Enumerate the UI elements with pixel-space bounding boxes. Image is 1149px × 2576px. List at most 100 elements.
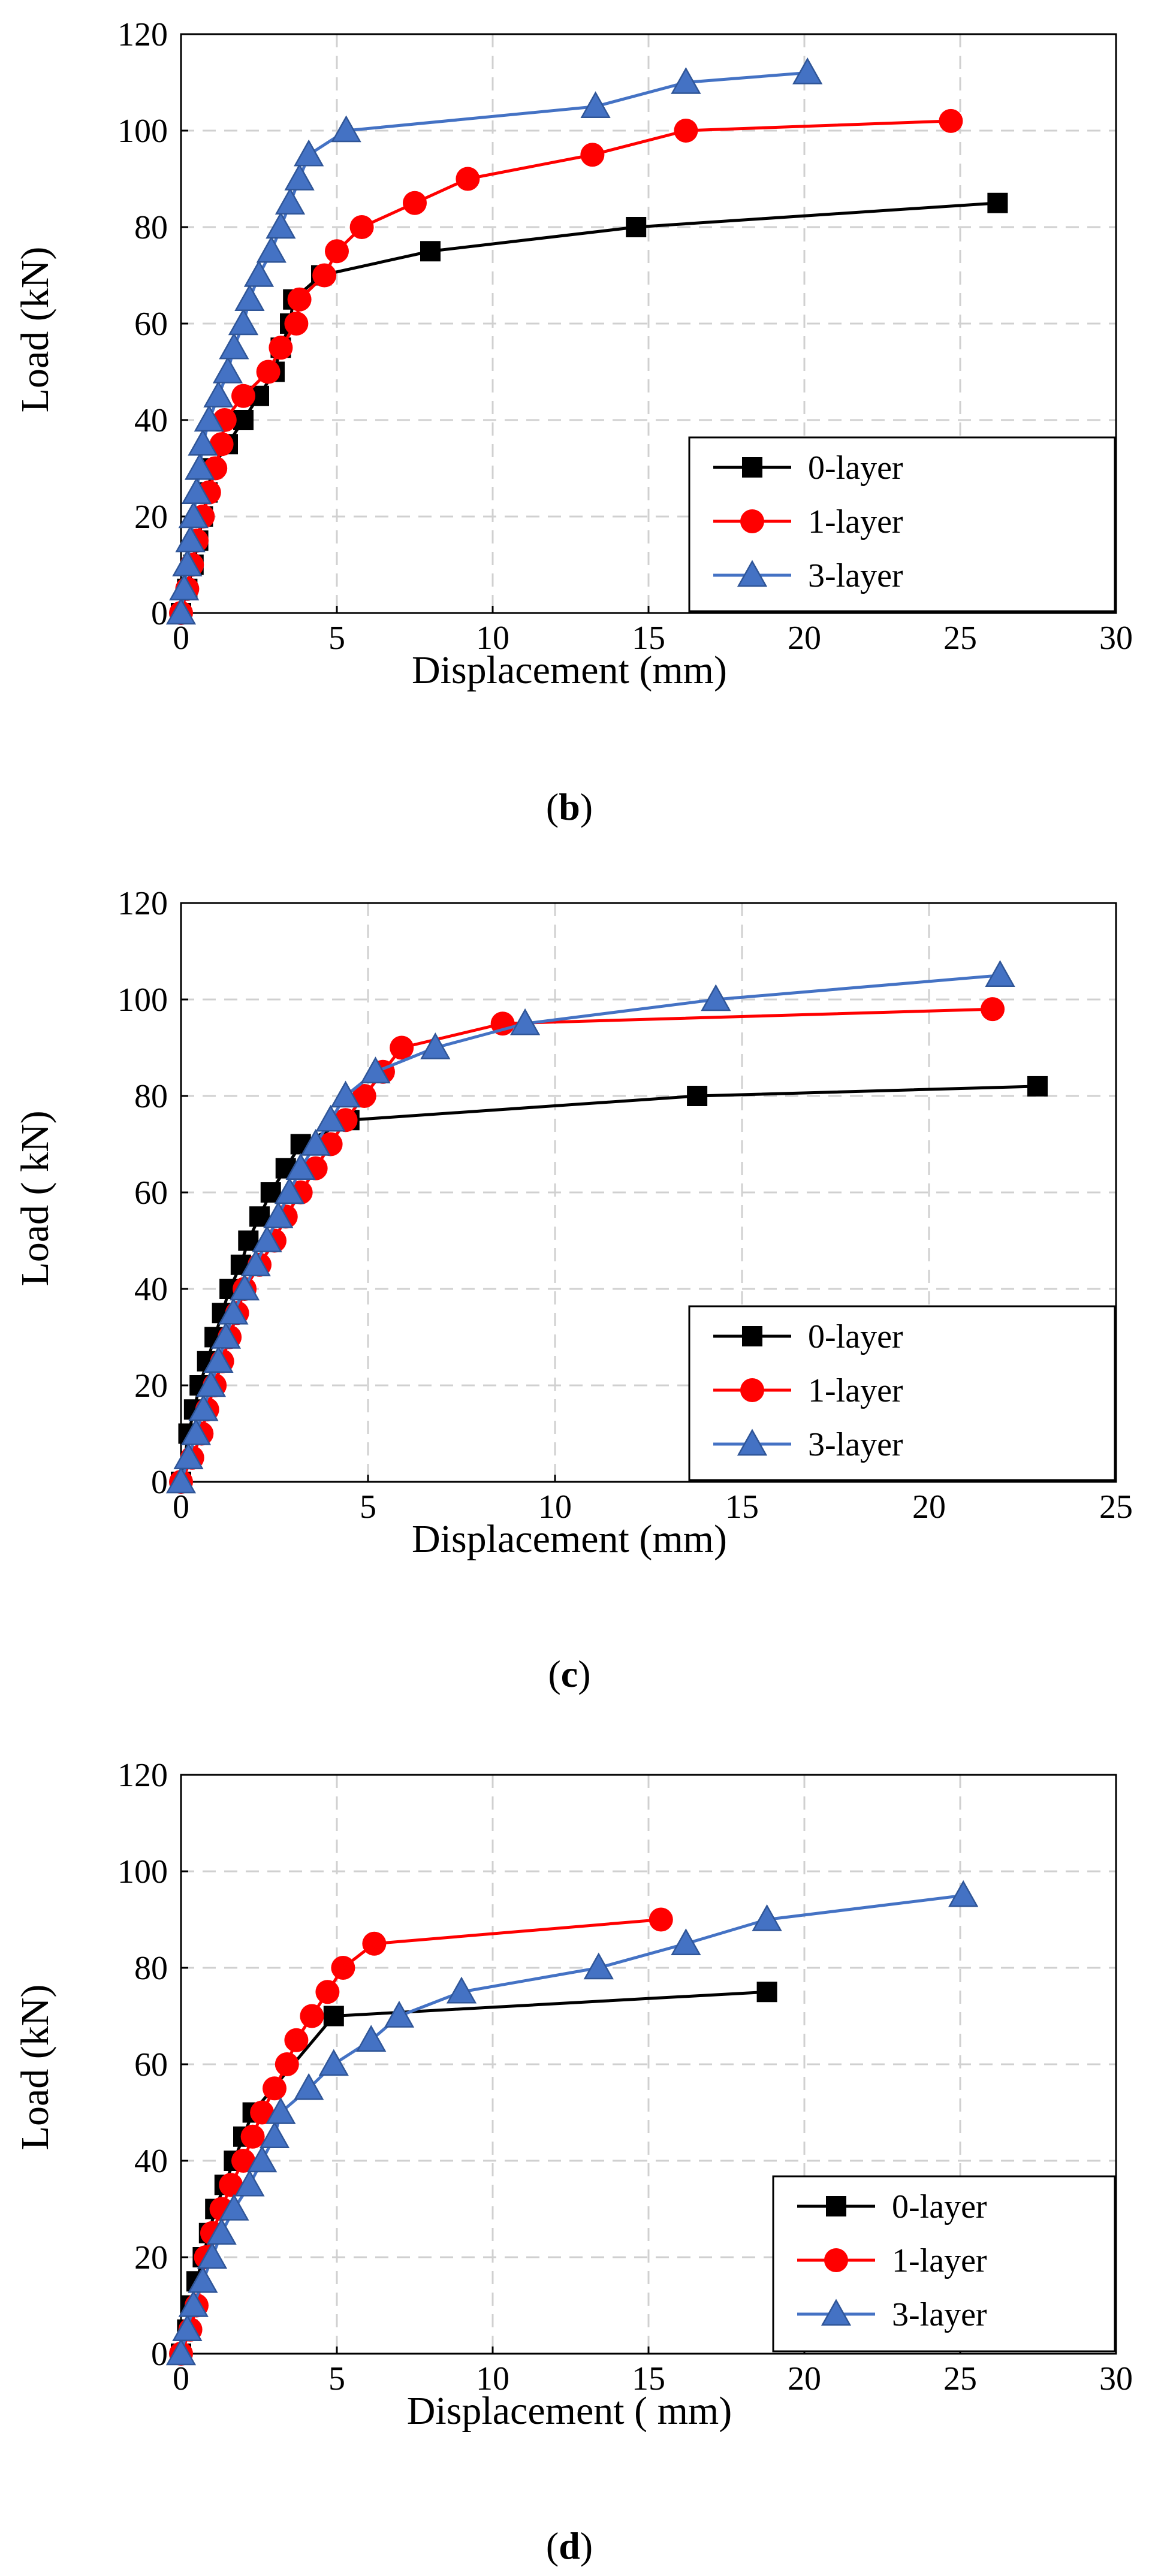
legend-marker-b-3-layer	[737, 560, 768, 587]
data-point-d-3-layer-1	[172, 2314, 203, 2341]
legend-marker-b-0-layer	[742, 457, 762, 478]
chart-panel-b: 0 20 40 60 80 100 120 0 5 10 15 20 25 30 0-layer 1-laye…	[13, 16, 1133, 828]
data-point-b-1-layer-9	[231, 383, 255, 408]
data-point-b-3-layer-9	[203, 380, 234, 407]
data-point-d-1-layer-15	[331, 1956, 355, 1980]
data-point-c-1-layer-16	[352, 1084, 376, 1108]
data-point-d-1-layer-11	[275, 2052, 299, 2076]
x-tick-label-c-4: 20	[912, 1488, 946, 1526]
plot-area-b: 0 20 40 60 80 100 120 0 5 10 15 20 25 30 0-layer 1-laye…	[117, 16, 1133, 657]
y-tick-label-d-0: 0	[151, 2336, 168, 2373]
series-line-c-3-layer	[179, 974, 1000, 1482]
legend-b: 0-layer 1-layer 3-layer	[688, 436, 1116, 612]
data-point-b-3-layer-5	[181, 477, 212, 504]
y-tick-label-c-2: 40	[134, 1271, 168, 1308]
legend-d: 0-layer 1-layer 3-layer	[772, 2175, 1116, 2352]
x-tick-label-d-5: 25	[943, 2360, 977, 2397]
data-point-c-1-layer-20	[981, 997, 1005, 1022]
data-point-b-1-layer-7	[209, 432, 234, 457]
data-point-b-3-layer-21	[580, 91, 611, 118]
data-point-b-3-layer-12	[228, 308, 259, 336]
data-point-b-1-layer-12	[284, 312, 309, 336]
data-point-d-3-layer-14	[384, 2000, 415, 2028]
data-point-c-3-layer-10	[252, 1225, 282, 1252]
legend-marker-d-0-layer	[826, 2196, 846, 2216]
data-point-d-1-layer-17	[649, 1907, 673, 1932]
data-point-b-1-layer-10	[256, 360, 281, 384]
series-line-b-1-layer	[179, 119, 951, 614]
y-tick-label-c-4: 80	[134, 1078, 168, 1115]
y-tick-label-b-2: 40	[134, 402, 168, 439]
x-tick-label-c-2: 10	[538, 1488, 572, 1526]
data-point-b-3-layer-23	[792, 57, 823, 84]
x-tick-label-c-1: 5	[360, 1488, 376, 1526]
x-tick-label-c-5: 25	[1099, 1488, 1133, 1526]
data-point-c-3-layer-6	[210, 1321, 242, 1349]
legend-label-c-1-layer: 1-layer	[808, 1372, 903, 1409]
caption-c: (c)	[548, 1653, 590, 1695]
x-tick-label-d-4: 20	[788, 2360, 821, 2397]
data-point-b-3-layer-0	[165, 597, 197, 625]
legend-label-d-3-layer: 3-layer	[892, 2296, 987, 2333]
data-point-d-3-layer-15	[446, 1976, 477, 2004]
data-point-c-0-layer-15	[687, 1086, 708, 1106]
y-tick-label-b-6: 120	[117, 16, 168, 53]
y-tick-label-c-0: 0	[151, 1464, 168, 1501]
data-point-b-1-layer-17	[403, 191, 427, 215]
y-tick-label-c-5: 100	[117, 982, 168, 1019]
data-point-b-3-layer-8	[194, 404, 224, 432]
data-point-c-3-layer-11	[263, 1201, 294, 1228]
data-point-d-3-layer-11	[294, 2073, 324, 2100]
data-point-c-3-layer-8	[229, 1273, 260, 1301]
legend-c: 0-layer 1-layer 3-layer	[688, 1305, 1116, 1481]
data-point-c-1-layer-18	[390, 1035, 414, 1060]
data-point-b-0-layer-15	[420, 241, 441, 262]
data-point-b-3-layer-17	[275, 188, 306, 215]
y-tick-label-b-5: 100	[117, 113, 168, 150]
data-point-d-3-layer-10	[266, 2097, 296, 2124]
y-tick-label-d-6: 120	[117, 1757, 168, 1794]
legend-label-d-1-layer: 1-layer	[892, 2242, 987, 2279]
y-tick-label-d-4: 80	[134, 1950, 168, 1987]
legend-marker-b-1-layer	[740, 509, 764, 533]
data-point-d-1-layer-7	[231, 2149, 255, 2173]
data-point-b-3-layer-22	[671, 67, 701, 94]
plot-area-c: 0 20 40 60 80 100 120 0 5 10 15 20 25 0-layer 1-layer 3…	[117, 885, 1133, 1526]
data-point-d-3-layer-8	[247, 2145, 278, 2173]
data-point-d-3-layer-3	[188, 2266, 218, 2293]
data-point-b-3-layer-1	[169, 573, 200, 600]
y-axis-label-b: Load (kN)	[13, 247, 57, 413]
data-point-c-3-layer-14	[300, 1128, 331, 1156]
data-point-b-3-layer-16	[266, 212, 296, 239]
data-point-b-3-layer-19	[294, 139, 324, 167]
data-point-d-3-layer-5	[206, 2218, 237, 2245]
x-tick-label-b-6: 30	[1099, 620, 1133, 657]
y-tick-label-c-1: 20	[134, 1367, 168, 1405]
data-point-c-3-layer-15	[315, 1104, 346, 1132]
y-axis-label-d: Load (kN)	[13, 1985, 57, 2151]
data-point-c-3-layer-19	[509, 1008, 541, 1035]
legend-label-b-3-layer: 3-layer	[808, 557, 903, 594]
x-tick-label-b-2: 10	[476, 620, 509, 657]
data-point-b-3-layer-14	[243, 259, 275, 287]
x-axis-label-d: Displacement ( mm)	[407, 2389, 732, 2433]
chart-panel-d: 0 20 40 60 80 100 120 0 5 10 15 20 25 30 0-layer 1-laye…	[13, 1757, 1133, 2567]
data-point-b-3-layer-7	[188, 428, 218, 456]
data-point-c-3-layer-13	[285, 1153, 316, 1180]
data-point-d-3-layer-12	[318, 2049, 349, 2076]
y-tick-label-d-5: 100	[117, 1853, 168, 1891]
data-point-d-3-layer-19	[948, 1880, 979, 1907]
data-point-d-1-layer-16	[362, 1931, 387, 1956]
data-point-b-1-layer-19	[580, 143, 605, 167]
data-point-d-1-layer-13	[300, 2004, 324, 2028]
x-tick-label-d-3: 15	[632, 2360, 665, 2397]
data-point-b-3-layer-10	[212, 356, 243, 383]
data-point-b-3-layer-6	[185, 452, 215, 480]
data-point-c-3-layer-17	[360, 1056, 391, 1083]
x-tick-label-b-5: 25	[943, 620, 977, 657]
data-point-b-3-layer-2	[172, 549, 203, 576]
data-point-c-0-layer-16	[1027, 1076, 1048, 1097]
y-axis-label-c: Load ( kN)	[13, 1110, 57, 1286]
data-point-b-1-layer-15	[325, 239, 349, 264]
